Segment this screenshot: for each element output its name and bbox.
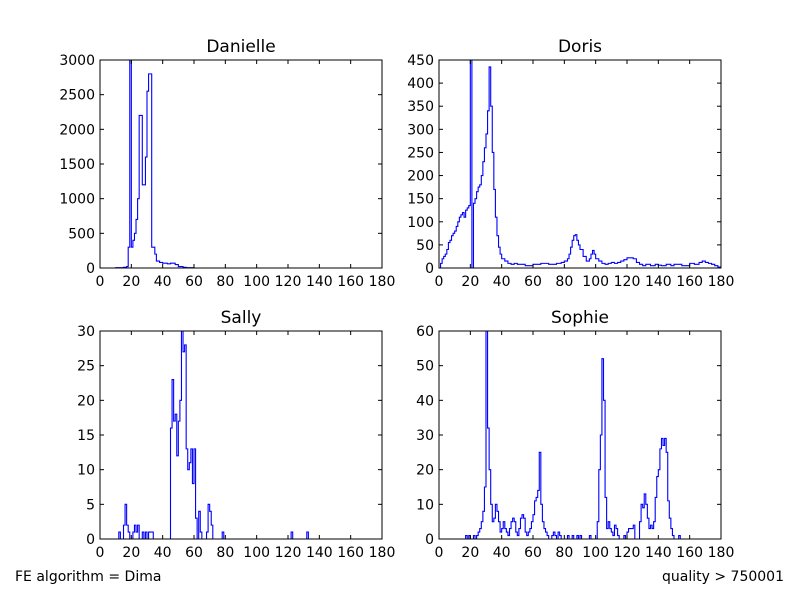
axes-frame [438,330,722,540]
panel-title: Doris [558,37,602,57]
x-tick-label: 180 [369,545,396,561]
y-tick-label: 1500 [59,157,95,173]
y-tick-label: 200 [407,169,434,185]
x-tick-label: 140 [645,274,672,290]
y-tick-label: 2000 [59,122,95,138]
y-tick-label: 20 [77,393,95,409]
y-tick-label: 15 [77,428,95,444]
x-tick-label: 120 [275,545,302,561]
x-tick-label: 80 [555,545,573,561]
y-tick-label: 300 [407,122,434,138]
y-tick-label: 0 [86,532,95,548]
x-tick-label: 160 [337,545,364,561]
x-tick-label: 80 [216,545,234,561]
y-tick-label: 350 [407,99,434,115]
x-tick-label: 100 [582,545,609,561]
x-tick-label: 40 [493,274,511,290]
panel-sally: 0 20 40 60 80 100 120 140 160 180 0 5 10 15 20 25 30 Sall… [77,308,395,561]
x-tick-label: 180 [708,545,735,561]
panel-title: Sophie [551,308,609,328]
histogram-series-doris [439,60,721,268]
x-tick-label: 20 [122,274,140,290]
y-tick-label: 450 [407,53,434,69]
x-tick-label: 160 [676,545,703,561]
x-tick-label: 0 [435,274,444,290]
x-tick-label: 120 [614,274,641,290]
y-tick-label: 5 [86,497,95,513]
x-tick-label: 100 [243,545,270,561]
x-tick-label: 100 [243,274,270,290]
y-tick-label: 60 [416,324,434,340]
axes-frame [99,330,383,540]
y-tick-label: 10 [77,463,95,479]
y-tick-label: 0 [86,261,95,277]
x-tick-label: 40 [154,545,172,561]
y-tick-label: 3000 [59,53,95,69]
axes-frame [438,59,722,269]
x-tick-label: 20 [461,545,479,561]
panel-doris: 0 20 40 60 80 100 120 140 160 180 0 50 100 150 200 250 3… [407,37,734,290]
x-tick-label: 60 [524,274,542,290]
y-tick-label: 0 [425,532,434,548]
histogram-series-danielle [100,60,196,268]
y-tick-label: 30 [77,324,95,340]
x-tick-label: 60 [524,545,542,561]
y-tick-label: 30 [416,428,434,444]
panel-sophie: 0 20 40 60 80 100 120 140 160 180 0 10 20 30 40 50 60 Sop… [416,308,734,561]
y-tick-label: 50 [416,359,434,375]
x-tick-label: 20 [122,545,140,561]
x-tick-label: 180 [369,274,396,290]
y-tick-label: 20 [416,463,434,479]
y-tick-label: 400 [407,76,434,92]
x-tick-label: 0 [435,545,444,561]
y-tick-label: 500 [68,226,95,242]
panel-title: Sally [221,308,262,328]
x-tick-label: 20 [461,274,479,290]
y-tick-label: 50 [416,238,434,254]
y-tick-label: 100 [407,215,434,231]
y-tick-label: 10 [416,497,434,513]
x-tick-label: 140 [645,545,672,561]
x-tick-label: 160 [337,274,364,290]
x-tick-label: 60 [185,274,203,290]
fe-algorithm-label: FE algorithm = Dima [15,569,162,585]
x-tick-label: 60 [185,545,203,561]
x-tick-label: 80 [555,274,573,290]
panel-danielle: 0 20 40 60 80 100 120 140 160 180 0 500 1000 1500 2000… [59,37,395,290]
y-tick-label: 40 [416,393,434,409]
x-tick-label: 180 [708,274,735,290]
histogram-series-sophie [439,331,682,539]
x-tick-label: 120 [614,545,641,561]
x-tick-label: 100 [582,274,609,290]
x-tick-label: 80 [216,274,234,290]
y-tick-label: 250 [407,145,434,161]
panel-title: Danielle [206,37,275,57]
y-tick-label: 25 [77,359,95,375]
x-tick-label: 120 [275,274,302,290]
x-tick-label: 140 [306,545,333,561]
x-tick-label: 160 [676,274,703,290]
y-tick-label: 0 [425,261,434,277]
x-tick-label: 40 [493,545,511,561]
x-tick-label: 40 [154,274,172,290]
histogram-series-sally [100,331,310,539]
quality-threshold-label: quality > 750001 [662,569,784,585]
x-tick-label: 0 [96,545,105,561]
y-tick-label: 150 [407,192,434,208]
y-tick-label: 1000 [59,192,95,208]
y-tick-label: 2500 [59,88,95,104]
x-tick-label: 0 [96,274,105,290]
x-tick-label: 140 [306,274,333,290]
